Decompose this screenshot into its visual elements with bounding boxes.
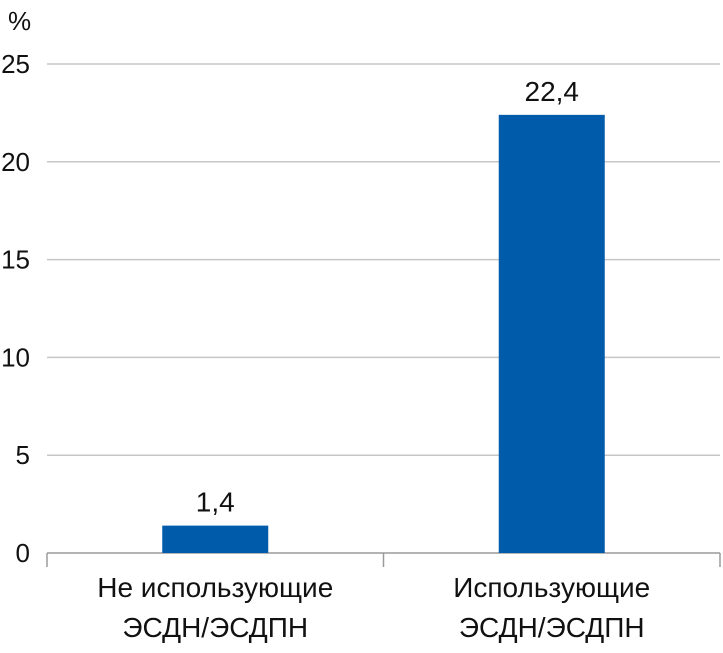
x-category-label: Использующие — [453, 572, 650, 603]
y-tick-label: 10 — [1, 342, 30, 372]
data-labels: 1,4 22,4 — [196, 76, 579, 518]
y-tick-label: 15 — [1, 245, 30, 275]
gridlines — [47, 63, 720, 554]
y-tick-label: 0 — [16, 538, 30, 568]
bar-2 — [498, 114, 605, 553]
y-tick-label: 25 — [1, 49, 30, 79]
bars — [162, 114, 605, 553]
bar-1 — [162, 525, 269, 553]
x-category-label: ЭСДН/ЭСДПН — [459, 612, 645, 643]
y-tick-label: 20 — [1, 147, 30, 177]
x-axis: Не использующие ЭСДН/ЭСДПН Использующие ЭСД… — [46, 553, 721, 643]
y-tick-label: 5 — [16, 440, 30, 470]
y-axis-ticks: 0 5 10 15 20 25 — [1, 49, 30, 568]
data-label-1: 1,4 — [196, 487, 235, 518]
data-label-2: 22,4 — [525, 76, 580, 107]
y-axis-unit-label: % — [8, 6, 31, 36]
x-category-label: Не использующие — [97, 572, 333, 603]
x-category-label: ЭСДН/ЭСДПН — [122, 612, 308, 643]
